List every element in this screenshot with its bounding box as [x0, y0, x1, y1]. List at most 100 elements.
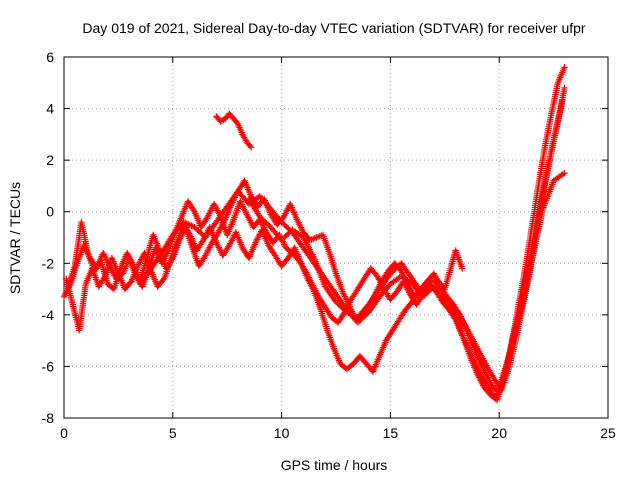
data-point-marks: [335, 310, 347, 326]
data-point-marks: [469, 342, 483, 363]
x-tick-label: 15: [383, 425, 399, 441]
data-point-marks: [123, 249, 136, 268]
data-point-marks: [321, 303, 334, 320]
x-tick-label: 25: [600, 425, 616, 441]
data-point-marks: [237, 198, 250, 216]
data-point-mark: [247, 144, 255, 151]
data-point-marks: [169, 220, 186, 239]
data-point-marks: [298, 260, 311, 281]
data-point-mark: [561, 169, 568, 177]
data-point-marks: [554, 65, 567, 86]
data-point-marks: [189, 244, 202, 268]
data-point-marks: [496, 352, 513, 391]
data-point-marks: [539, 161, 553, 200]
data-point-marks: [324, 327, 337, 350]
data-point-marks: [110, 267, 124, 293]
data-point-marks: [382, 328, 395, 344]
data-point-marks: [441, 296, 458, 312]
data-point-marks: [541, 112, 555, 151]
data-point-marks: [528, 184, 542, 231]
data-point-marks: [367, 265, 380, 279]
data-point-marks: [463, 324, 480, 350]
data-point-marks: [300, 229, 312, 242]
data-point-marks: [478, 373, 491, 389]
data-point-marks: [241, 177, 254, 198]
data-point-marks: [441, 249, 459, 293]
y-tick-label: -6: [42, 358, 55, 374]
data-point-marks: [369, 354, 382, 375]
data-point-marks: [454, 319, 467, 342]
data-point-marks: [232, 229, 245, 250]
data-point-marks: [343, 309, 360, 320]
data-point-marks: [321, 283, 339, 304]
data-point-marks: [202, 241, 215, 259]
y-tick-label: 2: [46, 152, 54, 168]
data-point-marks: [154, 276, 167, 290]
data-point-marks: [354, 277, 367, 293]
data-point-marks: [517, 259, 535, 313]
data-point-marks: [180, 218, 197, 230]
data-point-marks: [287, 200, 300, 221]
data-point-marks: [439, 298, 452, 312]
data-point-marks: [482, 371, 496, 389]
data-point-marks: [480, 383, 493, 397]
y-tick-label: -4: [42, 307, 55, 323]
series-track-6: [245, 195, 466, 321]
data-point-marks: [147, 251, 164, 272]
data-point-marks: [398, 273, 414, 286]
data-point-mark: [459, 265, 466, 272]
data-point-marks: [258, 226, 271, 247]
data-point-marks: [474, 345, 491, 371]
data-point-marks: [184, 198, 197, 214]
data-point-marks: [376, 282, 393, 300]
data-point-marks: [330, 345, 343, 366]
data-point-marks: [317, 306, 330, 332]
axis-ticks: 0 5 10 15 20 25 -8 -6 -4 -2 0 2 4 6: [42, 49, 616, 441]
data-point-marks: [430, 283, 447, 302]
data-point-marks: [121, 279, 134, 293]
data-point-marks: [221, 202, 234, 223]
data-point-marks: [197, 215, 210, 231]
data-point-marks: [522, 226, 535, 272]
data-point-marks: [193, 238, 206, 254]
data-point-marks: [354, 310, 371, 326]
data-point-mark: [561, 84, 568, 92]
series-track-3: [65, 64, 568, 396]
data-point-marks: [365, 295, 382, 316]
data-point-marks: [313, 232, 325, 241]
data-point-marks: [234, 120, 245, 136]
x-tick-label: 20: [491, 425, 507, 441]
series-track-1: [60, 84, 568, 401]
data-point-marks: [550, 170, 567, 184]
data-point-marks: [506, 308, 524, 357]
data-point-marks: [376, 271, 393, 293]
data-point-marks: [78, 218, 91, 255]
data-point-marks: [267, 205, 284, 224]
data-point-marks: [256, 213, 273, 230]
y-tick-label: -2: [42, 255, 55, 271]
data-point-marks: [213, 204, 230, 226]
data-point-marks: [332, 298, 349, 315]
data-point-marks: [419, 274, 437, 298]
data-point-marks: [409, 275, 426, 296]
data-point-marks: [535, 146, 548, 190]
data-point-marks: [245, 241, 258, 262]
data-marks: [60, 64, 568, 404]
data-point-marks: [202, 220, 219, 241]
data-point-marks: [230, 115, 241, 126]
data-point-marks: [226, 110, 236, 121]
x-tick-label: 0: [60, 425, 68, 441]
data-point-marks: [311, 288, 324, 312]
data-point-marks: [528, 207, 546, 264]
series-track-2: [63, 97, 566, 404]
data-point-marks: [76, 282, 89, 334]
data-point-marks: [256, 193, 273, 211]
data-point-marks: [289, 226, 305, 240]
data-point-marks: [339, 288, 352, 307]
data-point-marks: [300, 234, 317, 260]
data-point-marks: [452, 247, 465, 270]
data-point-marks: [452, 306, 469, 330]
data-point-mark: [559, 97, 566, 105]
data-point-marks: [182, 224, 195, 250]
y-tick-label: 4: [46, 101, 54, 117]
